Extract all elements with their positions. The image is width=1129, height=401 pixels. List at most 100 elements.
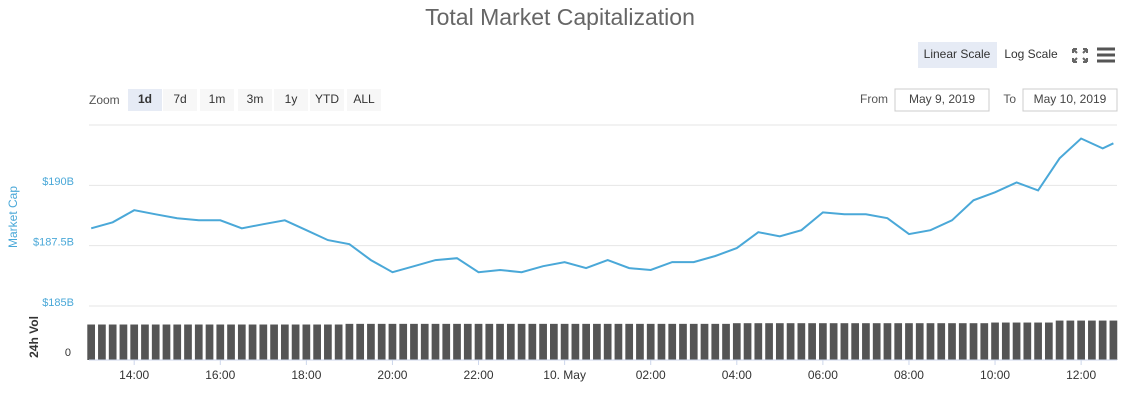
volume-bar <box>948 323 956 360</box>
x-tick-label: 08:00 <box>894 368 924 382</box>
volume-bar <box>1044 322 1053 360</box>
volume-bar <box>313 324 321 360</box>
volume-bar <box>862 323 870 360</box>
volume-bar <box>216 324 225 360</box>
volume-bar <box>130 324 139 360</box>
scale-button[interactable]: Log Scale <box>1004 47 1058 61</box>
volume-bar <box>991 322 999 360</box>
volume-bar <box>431 323 440 360</box>
volume-bar <box>280 324 289 360</box>
volume-bar <box>797 323 806 360</box>
scale-button[interactable]: Linear Scale <box>924 47 991 61</box>
volume-bar <box>474 323 483 360</box>
volume-bar <box>668 323 677 360</box>
x-tick-label: 22:00 <box>464 368 494 382</box>
volume-bar <box>205 324 214 360</box>
from-input[interactable] <box>894 88 990 112</box>
to-label: To <box>1003 92 1016 106</box>
volume-bar <box>334 324 343 360</box>
to-input[interactable] <box>1022 88 1118 112</box>
line-series <box>90 137 1114 274</box>
volume-bar <box>345 323 354 360</box>
zoom-button-bg[interactable] <box>310 89 344 111</box>
volume-bar <box>636 323 644 360</box>
scale-button-bg[interactable] <box>918 42 997 68</box>
volume-bar <box>560 323 569 360</box>
volume-bar <box>679 323 687 360</box>
x-tick-label: 18:00 <box>291 368 321 382</box>
volume-bar <box>732 323 741 360</box>
volume-bar <box>291 324 300 360</box>
zoom-button-bg[interactable] <box>347 89 381 111</box>
zoom-button[interactable]: 3m <box>247 92 264 106</box>
zoom-button[interactable]: ALL <box>353 92 375 106</box>
volume-bar <box>463 323 472 360</box>
volume-bar <box>1001 322 1010 360</box>
volume-bar <box>151 324 160 360</box>
volume-bar <box>87 324 96 360</box>
volume-bar <box>926 323 935 360</box>
volume-bar <box>108 324 117 360</box>
volume-bar <box>905 323 913 360</box>
zoom-button[interactable]: 1d <box>138 92 152 106</box>
x-tick-label: 06:00 <box>808 368 838 382</box>
volume-bar <box>711 323 720 360</box>
fullscreen-icon[interactable] <box>1072 48 1088 63</box>
y-tick-label: $187.5B <box>33 237 74 249</box>
x-tick-label: 10. May <box>543 368 586 382</box>
chart-title: Total Market Capitalization <box>425 4 695 30</box>
volume-bar <box>625 323 634 360</box>
from-value[interactable]: May 9, 2019 <box>909 92 975 106</box>
volume-bar <box>689 323 698 360</box>
volume-bar <box>324 324 332 360</box>
zoom-button[interactable]: 1y <box>285 92 298 106</box>
volume-bar <box>700 323 709 360</box>
volume-bar <box>259 324 268 360</box>
zoom-button-bg[interactable] <box>128 89 162 111</box>
zoom-button-bg[interactable] <box>238 89 272 111</box>
to-value[interactable]: May 10, 2019 <box>1034 92 1107 106</box>
from-label: From <box>860 92 888 106</box>
volume-bar <box>829 323 838 360</box>
volume-bar <box>765 323 773 360</box>
volume-bar <box>98 324 106 360</box>
volume-bar <box>754 323 763 360</box>
y-tick-label: $190B <box>42 176 74 188</box>
x-tick-label: 10:00 <box>980 368 1010 382</box>
y-tick-label: $185B <box>42 297 74 309</box>
volume-bar <box>367 323 375 360</box>
menu-icon[interactable] <box>1097 47 1115 63</box>
y-tick-label: 0 <box>65 347 71 359</box>
zoom-button-bg[interactable] <box>274 89 308 111</box>
volume-bar <box>808 323 816 360</box>
zoom-button-bg[interactable] <box>200 89 234 111</box>
volume-bar <box>743 323 752 360</box>
x-tick-label: 20:00 <box>377 368 407 382</box>
volume-bar <box>1066 320 1075 360</box>
volume-bar <box>248 324 257 360</box>
volume-bar <box>550 323 558 360</box>
volume-bar <box>227 324 235 360</box>
volume-bar <box>1088 320 1096 360</box>
volume-bar <box>603 323 612 360</box>
volume-bar <box>937 323 946 360</box>
volume-bar <box>1109 320 1118 360</box>
volume-bar <box>980 323 989 360</box>
zoom-label: Zoom <box>89 93 120 107</box>
volume-bar <box>506 323 515 360</box>
volume-bar <box>173 324 182 360</box>
volume-bar <box>356 323 365 360</box>
volume-bar <box>1012 322 1021 360</box>
volume-bar <box>840 323 849 360</box>
zoom-button[interactable]: 7d <box>173 92 186 106</box>
volume-bar <box>958 323 967 360</box>
volume-bar <box>270 324 278 360</box>
zoom-button[interactable]: YTD <box>315 92 339 106</box>
zoom-button[interactable]: 1m <box>209 92 226 106</box>
volume-bar <box>786 323 795 360</box>
volume-bar <box>819 323 827 360</box>
x-tick-label: 14:00 <box>119 368 149 382</box>
y-axis-title: 24h Vol <box>27 316 41 358</box>
zoom-button-bg[interactable] <box>163 89 197 111</box>
volume-bar <box>614 323 623 360</box>
